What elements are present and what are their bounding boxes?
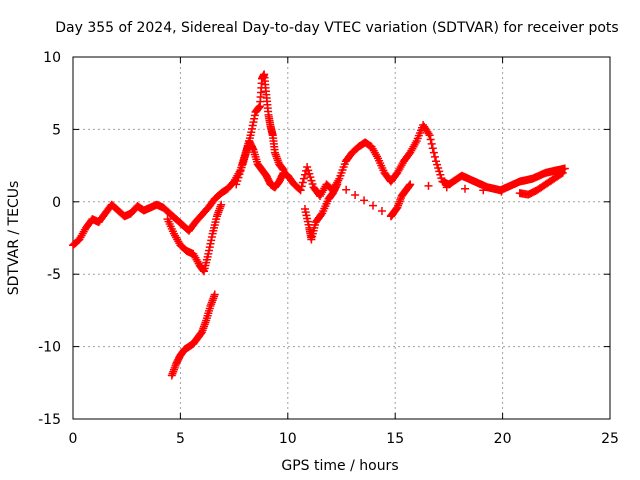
x-tick-label: 15 <box>386 431 404 447</box>
y-tick-label: -10 <box>38 340 61 356</box>
y-tick-label: -15 <box>38 412 61 428</box>
data-point <box>442 183 451 192</box>
data-point <box>560 164 569 173</box>
data-point <box>333 180 342 189</box>
data-point <box>479 186 488 195</box>
series-upper-excursion <box>232 70 288 189</box>
data-point <box>557 169 566 178</box>
data-point <box>558 168 567 177</box>
data-point <box>428 144 437 153</box>
x-axis-label: GPS time / hours <box>281 458 398 474</box>
data-point <box>300 170 309 179</box>
plot-frame <box>72 56 611 420</box>
data-point <box>429 148 438 157</box>
series-late-excursions <box>300 168 567 244</box>
data-point <box>424 181 433 190</box>
grid-lines <box>73 57 610 419</box>
data-point <box>297 182 306 191</box>
data-point <box>298 178 307 187</box>
data-point <box>296 186 305 195</box>
x-tick-label: 25 <box>601 431 619 447</box>
data-points <box>69 70 569 380</box>
data-point <box>217 200 226 209</box>
data-point <box>406 180 415 189</box>
data-point <box>425 131 434 140</box>
data-point <box>426 135 435 144</box>
y-tick-label: 5 <box>52 122 61 138</box>
data-point <box>360 196 369 205</box>
data-point <box>369 201 378 210</box>
series-main-trace <box>69 121 569 250</box>
data-point <box>342 185 351 194</box>
data-point <box>430 152 439 161</box>
x-tick-label: 20 <box>494 431 512 447</box>
data-point <box>351 191 360 200</box>
data-point <box>497 187 506 196</box>
data-point <box>461 184 470 193</box>
data-point <box>299 174 308 183</box>
data-point <box>279 165 288 174</box>
data-point <box>210 290 219 299</box>
x-tick-label: 5 <box>176 431 185 447</box>
data-point <box>377 206 386 215</box>
x-tick-label: 10 <box>279 431 297 447</box>
axis-ticks: 0 5 10 15 20 25 -15 -10 -5 0 5 10 <box>38 50 619 447</box>
data-point <box>427 139 436 148</box>
y-tick-label: 0 <box>52 195 61 211</box>
y-axis-label: SDTVAR / TECUs <box>6 181 22 296</box>
y-tick-label: -5 <box>47 267 61 283</box>
series-lower-excursion <box>167 290 219 380</box>
y-tick-label: 10 <box>43 50 61 66</box>
x-tick-label: 0 <box>69 431 78 447</box>
chart-title: Day 355 of 2024, Sidereal Day-to-day VTE… <box>55 20 618 36</box>
series-middle-dip <box>163 200 226 276</box>
data-point <box>424 129 433 138</box>
